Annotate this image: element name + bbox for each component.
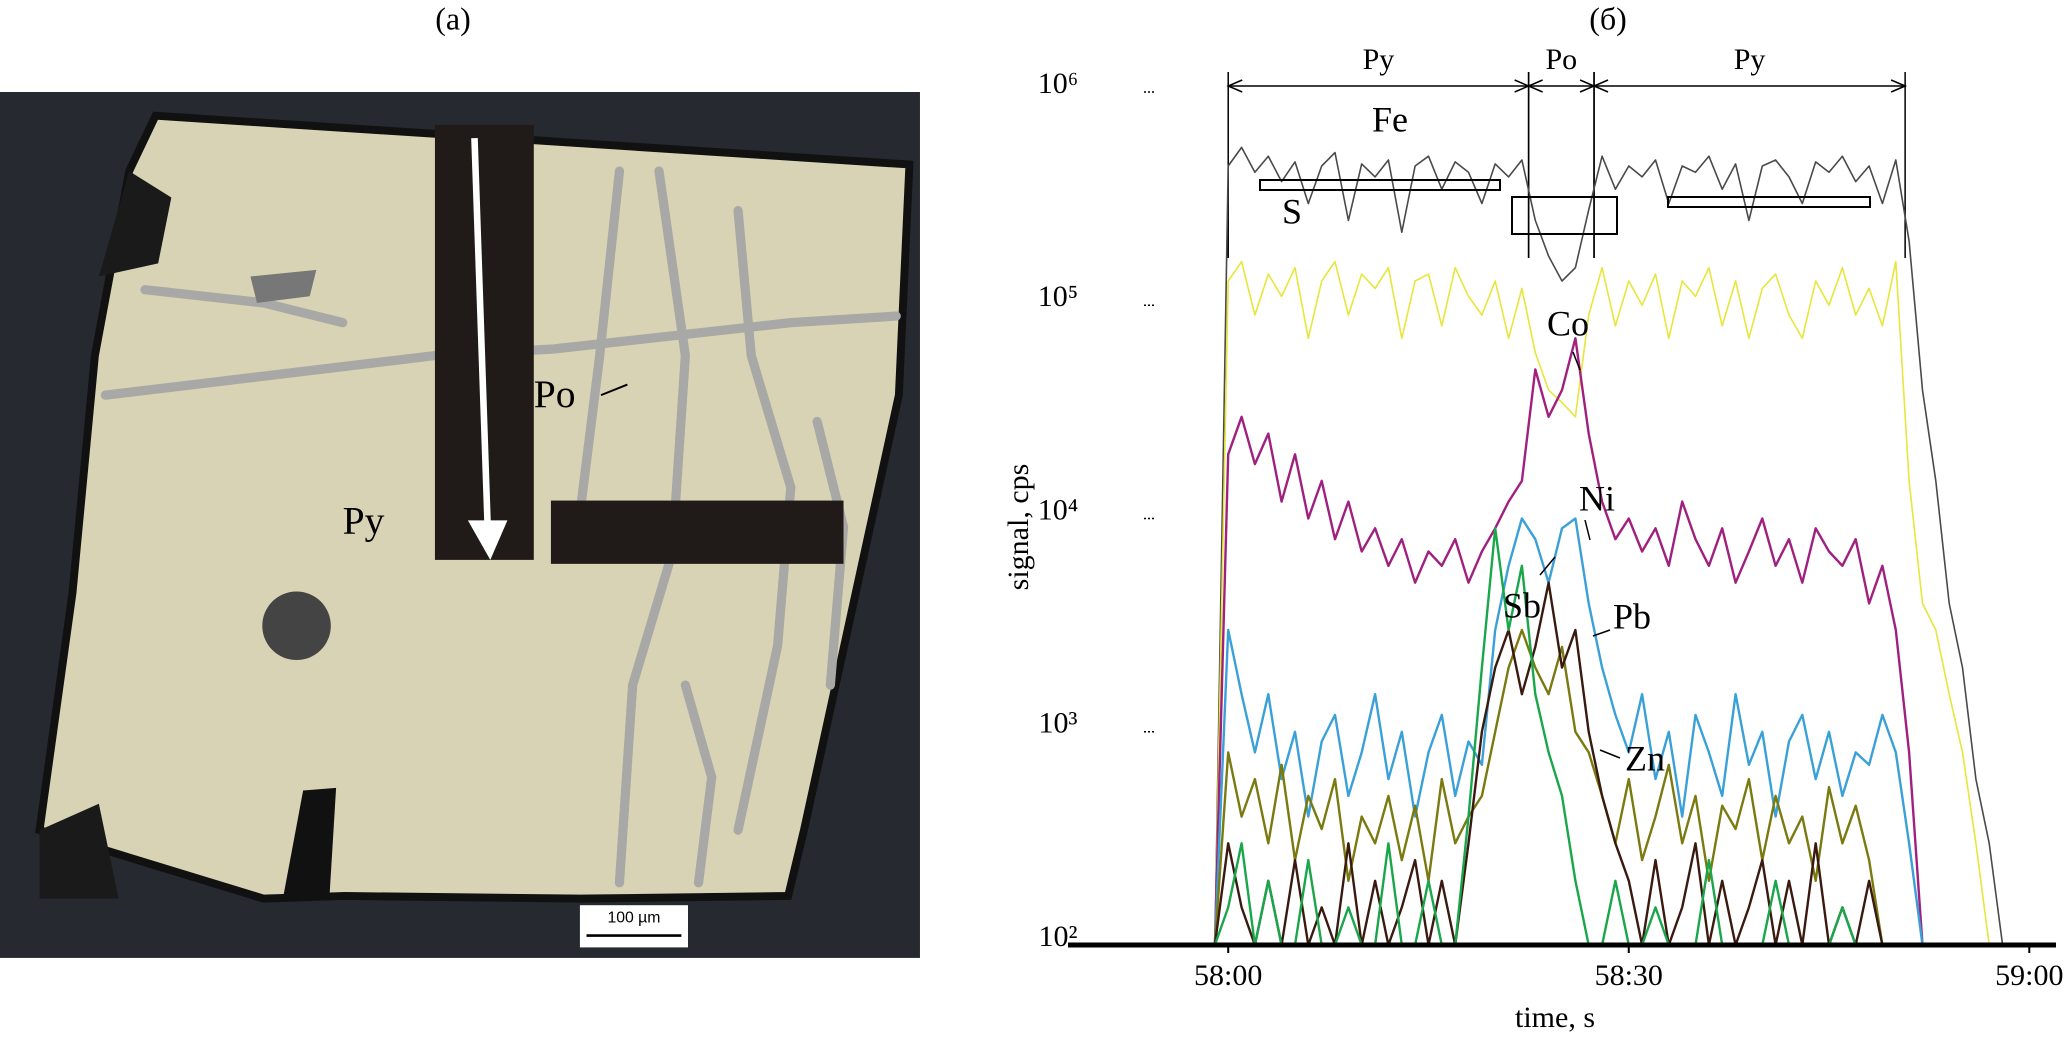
arrow-head [1526,79,1543,93]
series-line [1201,337,2016,947]
series-label: Sb [1503,585,1541,625]
panel-label: (б) [1589,0,1627,36]
series-label: Fe [1372,99,1408,139]
ablation-track [550,500,844,564]
label-pointer [1539,556,1556,576]
arrow-head [1890,79,1908,93]
series-label: Ni [1579,478,1615,518]
scan-arrow [471,138,491,528]
arrow-head [1592,79,1609,93]
y-tick-label: 10⁵ [1038,280,1078,313]
arrow-head [1226,79,1243,93]
pointer [600,383,628,397]
y-tick-label: 10² [1039,920,1078,953]
label-pointer [1572,351,1581,371]
x-axis-label: time, s [1515,1001,1595,1034]
scale-bar-box [579,905,688,948]
y-axis-label: signal, cps [1002,464,1035,591]
hole [262,591,331,661]
series-label: Pb [1613,596,1651,636]
y-tick-label: 10⁶ [1038,67,1078,100]
label-pointer [1599,749,1621,759]
region-label: Py [1734,43,1766,76]
dark-inclusion [98,171,172,277]
label-pointer [1592,629,1611,637]
series-label: Co [1547,303,1589,343]
integration-box [1259,179,1501,191]
series-line [1201,628,2016,947]
dark-inclusion [39,803,119,899]
integration-box [1667,196,1871,208]
scan-arrow-head [467,520,508,560]
y-tick-label: 10³ [1039,707,1078,740]
label-pointer [1584,519,1591,541]
mineral-label: Po [534,372,576,416]
x-tick-label: 58:00 [1194,959,1262,992]
micrograph: Py Po 100 µm [0,92,920,958]
region-label: Py [1363,43,1395,76]
x-tick-label: 59:00 [1995,959,2063,992]
integration-box [1511,196,1618,235]
dark-inclusion [283,787,337,896]
y-tick-label: 10⁴ [1038,493,1078,526]
series-line [1201,146,2016,946]
series-label: Zn [1625,738,1665,778]
inclusion [250,269,317,303]
scale-bar-label: 100 µm [607,910,660,927]
mineral-label: Py [343,498,385,542]
series-label: S [1282,191,1302,231]
series-line [1201,517,2016,947]
region-label: Po [1545,43,1577,76]
series-line [1201,581,2016,947]
veins [100,166,901,888]
x-tick-label: 58:30 [1595,959,1663,992]
panel-label: (a) [435,0,471,36]
series-line [1201,260,2016,946]
